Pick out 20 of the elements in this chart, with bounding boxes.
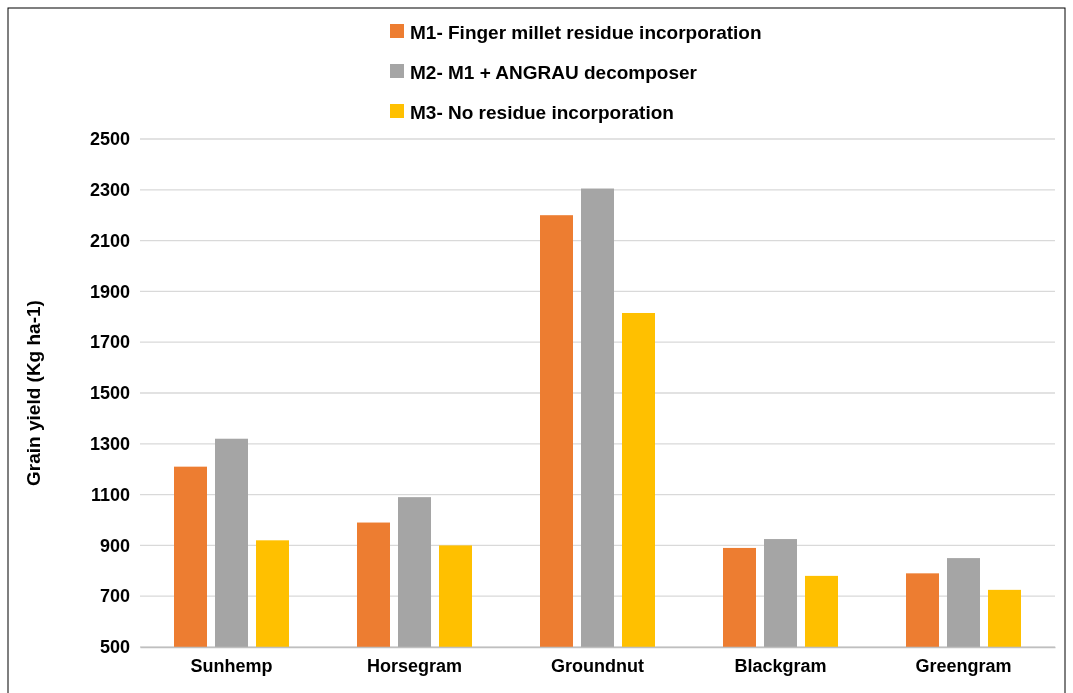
x-tick-label: Blackgram (734, 655, 827, 676)
y-tick-label: 1100 (90, 484, 130, 505)
legend-label: M2- M1 + ANGRAU decomposer (410, 61, 698, 83)
y-tick-label: 2300 (89, 180, 130, 201)
y-tick-label: 500 (99, 637, 130, 658)
y-axis-title: Grain yield (Kg ha-1) (23, 300, 44, 486)
y-tick-label: 900 (99, 535, 130, 556)
x-tick-label: Greengram (915, 655, 1012, 676)
y-tick-label: 1300 (89, 434, 130, 455)
y-tick-label: 2500 (89, 129, 130, 150)
y-tick-label: 1500 (89, 383, 130, 404)
x-tick-label: Groundnut (551, 655, 644, 676)
x-tick-label: Horsegram (366, 655, 463, 676)
x-tick-label: Sunhemp (190, 655, 273, 676)
y-tick-label: 700 (99, 586, 130, 607)
y-tick-label: 1900 (89, 281, 130, 302)
y-tick-label: 1700 (89, 332, 130, 353)
y-tick-label: 2100 (89, 230, 130, 251)
legend-label: M3- No residue incorporation (410, 101, 674, 123)
legend-label: M1- Finger millet residue incorporation (410, 21, 762, 43)
